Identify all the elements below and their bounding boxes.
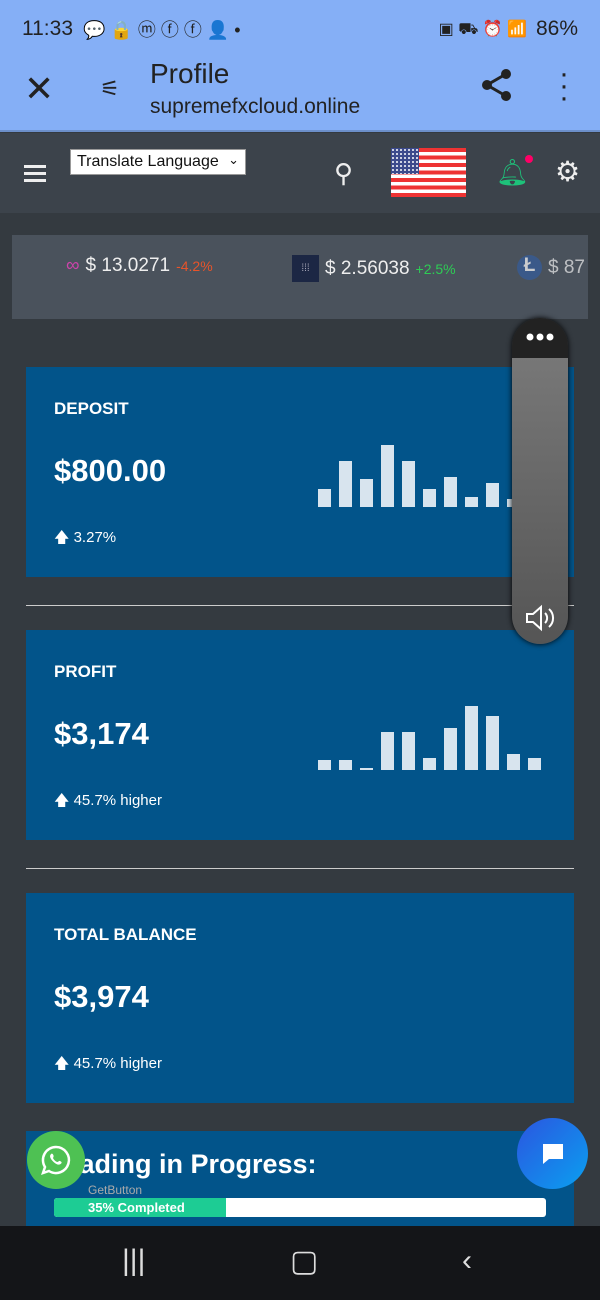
total-balance-card: TOTAL BALANCE $3,974 🡅 45.7% higher: [26, 893, 574, 1103]
share-icon[interactable]: [480, 68, 514, 102]
card-value: $3,974: [54, 979, 149, 1014]
getbutton-label[interactable]: GetButton: [88, 1183, 143, 1197]
sparkline-bar: [486, 483, 499, 507]
arrow-up-icon: 🡅: [54, 529, 74, 546]
card-value: $800.00: [54, 453, 167, 488]
page-title: Profile: [150, 58, 230, 89]
whatsapp-button[interactable]: [27, 1131, 85, 1189]
ticker-price: $ 87: [548, 256, 585, 278]
profit-card: PROFIT $3,174 🡅 45.7% higher: [26, 630, 574, 840]
ticker-price: $ 13.0271: [85, 255, 171, 276]
sparkline-bar: [465, 706, 478, 770]
translate-label: Translate Language: [77, 153, 219, 170]
status-bar: 11:33 💬 🔒 ⓜ ⓕ ⓕ 👤 • ▣ ⛟ ⏰ 📶 86%: [0, 0, 600, 58]
search-icon[interactable]: ⚲: [334, 158, 354, 188]
crypto-ticker: ∞ $ 13.0271 -4.2% ⁞⁞⁞ $ 2.56038 +2.5% Ł $ 87: [12, 235, 588, 319]
bell-icon[interactable]: 🔔︎: [496, 155, 534, 188]
site-settings-icon[interactable]: ⚟: [100, 76, 120, 101]
chat-button[interactable]: [517, 1118, 588, 1189]
site-header: Translate Language ⌄ ⚲ 🔔︎ ⚙: [0, 133, 600, 213]
sparkline-bar: [381, 732, 394, 770]
divider: [26, 605, 574, 606]
trading-title: Trading in Progress:: [54, 1149, 317, 1179]
arrow-up-icon: 🡅: [54, 792, 74, 809]
progress-bar: 35% Completed: [54, 1198, 546, 1217]
ticker-price: $ 2.56038: [325, 257, 410, 279]
card-change: 🡅 3.27%: [54, 527, 116, 552]
menu-icon[interactable]: [24, 165, 46, 186]
progress-fill: 35% Completed: [54, 1198, 227, 1217]
chevron-down-icon: ⌄: [228, 152, 239, 167]
more-options-icon[interactable]: · · ·: [559, 57, 569, 114]
back-button[interactable]: ‹: [462, 1244, 472, 1277]
sparkline-bar: [339, 760, 352, 770]
system-icons: ▣ ⛟ ⏰ 📶: [438, 20, 536, 38]
trading-progress-card: Trading in Progress: 35% Completed: [26, 1131, 574, 1231]
chat-icon: [543, 1144, 563, 1164]
ticker-item[interactable]: ⁞⁞⁞ $ 2.56038 +2.5%: [292, 255, 456, 282]
translate-language-select[interactable]: Translate Language ⌄: [70, 149, 246, 175]
floating-volume-panel[interactable]: [512, 318, 568, 644]
icp-icon: ∞: [66, 255, 80, 276]
ticker-change: -4.2%: [176, 258, 213, 274]
card-change-text: 45.7% higher: [73, 792, 162, 809]
sparkline-bar: [381, 445, 394, 507]
sparkline-bar: [528, 758, 541, 770]
sparkline-bar: [402, 732, 415, 770]
android-nav-bar: ||| ▢ ‹: [0, 1226, 600, 1300]
sparkline-bar: [444, 728, 457, 770]
coin-icon: ⁞⁞⁞: [292, 255, 319, 282]
sparkline-bar: [360, 768, 373, 770]
page-url[interactable]: supremefxcloud.online: [150, 95, 361, 118]
card-change: 🡅 45.7% higher: [54, 790, 162, 815]
card-change: 🡅 45.7% higher: [54, 1053, 162, 1078]
ticker-item[interactable]: Ł $ 87: [517, 255, 585, 280]
deposit-sparkline: [318, 437, 558, 507]
divider: [26, 868, 574, 869]
home-button[interactable]: ▢: [290, 1245, 319, 1278]
card-label: PROFIT: [54, 662, 117, 681]
ticker-change: +2.5%: [415, 260, 456, 277]
card-value: $3,174: [54, 716, 149, 751]
browser-app-bar: ✕ ⚟ Profile supremefxcloud.online · · ·: [0, 58, 600, 132]
sparkline-bar: [423, 489, 436, 507]
sparkline-bar: [360, 479, 373, 507]
sparkline-bar: [486, 716, 499, 770]
arrow-up-icon: 🡅: [54, 1055, 74, 1072]
profit-sparkline: [318, 700, 558, 770]
sparkline-bar: [318, 760, 331, 770]
sparkline-bar: [318, 489, 331, 507]
card-change-text: 3.27%: [73, 529, 117, 546]
sparkline-bar: [507, 754, 520, 770]
gear-icon[interactable]: ⚙: [555, 156, 581, 187]
close-icon[interactable]: ✕: [24, 68, 55, 109]
sparkline-bar: [423, 758, 436, 770]
deposit-card: DEPOSIT $800.00 🡅 3.27%: [26, 367, 574, 577]
battery-level: 86%: [535, 17, 578, 40]
sparkline-bar: [339, 461, 352, 507]
recent-apps-button[interactable]: |||: [122, 1244, 146, 1277]
sparkline-bar: [444, 477, 457, 507]
ticker-item[interactable]: ∞ $ 13.0271 -4.2%: [66, 255, 213, 277]
litecoin-icon: Ł: [517, 255, 542, 280]
speaker-icon[interactable]: [524, 604, 556, 632]
clock: 11:33: [22, 17, 73, 40]
sparkline-bar: [402, 461, 415, 507]
card-change-text: 45.7% higher: [73, 1055, 162, 1072]
sparkline-bar: [465, 497, 478, 507]
notification-icons: 💬 🔒 ⓜ ⓕ ⓕ 👤 •: [83, 20, 241, 40]
us-flag-icon[interactable]: [391, 148, 466, 197]
card-label: TOTAL BALANCE: [54, 925, 197, 944]
whatsapp-icon: [41, 1145, 71, 1175]
more-icon[interactable]: [524, 332, 556, 342]
card-label: DEPOSIT: [54, 399, 129, 418]
